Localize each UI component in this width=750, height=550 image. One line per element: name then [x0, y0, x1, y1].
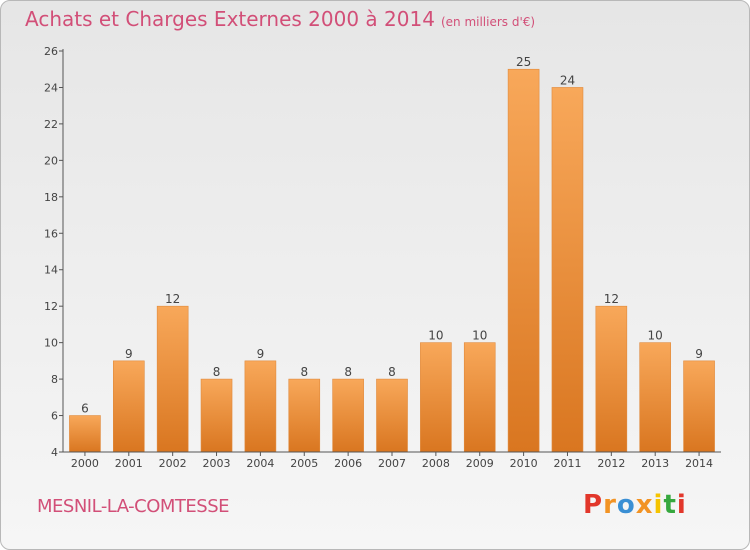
bar-value-label: 24 — [560, 73, 575, 87]
bars: 6 9 12 8 9 8 8 8 10 10 25 24 12 10 9 — [69, 55, 715, 453]
y-tick-label: 12 — [44, 300, 58, 313]
logo-letter: x — [635, 490, 654, 520]
x-tick-label: 2002 — [159, 457, 187, 470]
x-tick-label: 2012 — [597, 457, 625, 470]
chart-title: Achats et Charges Externes 2000 à 2014 (e… — [25, 7, 535, 31]
x-tick-label: 2000 — [71, 457, 99, 470]
logo-letter: r — [603, 490, 617, 520]
x-axis: 2000 2001 2002 2003 2004 2005 2006 2007 2008 2009… — [63, 451, 721, 470]
bar-value-label: 8 — [388, 365, 396, 379]
bar-2006 — [332, 378, 364, 453]
bar-value-label: 9 — [695, 347, 703, 361]
bar-value-label: 6 — [81, 402, 89, 416]
x-tick-label: 2007 — [378, 457, 406, 470]
x-tick-label: 2013 — [641, 457, 669, 470]
x-tick-label: 2008 — [422, 457, 450, 470]
logo-letter: t — [663, 490, 677, 520]
x-tick-label: 2009 — [466, 457, 494, 470]
bar-value-label: 8 — [344, 365, 352, 379]
y-tick-label: 18 — [44, 191, 58, 204]
bar-2014 — [683, 360, 715, 453]
bar-2007 — [376, 378, 408, 453]
x-tick-label: 2011 — [553, 457, 581, 470]
bar-2000 — [69, 415, 101, 453]
x-tick-label: 2003 — [203, 457, 231, 470]
chart-title-text: Achats et Charges Externes 2000 à 2014 — [25, 7, 435, 31]
x-tick-label: 2014 — [685, 457, 713, 470]
bar-2002 — [156, 305, 189, 453]
bar-2011 — [551, 87, 584, 453]
x-tick-label: 2004 — [246, 457, 274, 470]
bar-value-label: 8 — [213, 365, 221, 379]
logo-letter: o — [616, 490, 636, 520]
bar-2005 — [288, 378, 321, 453]
logo-letter: i — [676, 490, 687, 520]
bar-2004 — [244, 360, 277, 453]
chart-unit: (en milliers d'€) — [440, 15, 536, 29]
x-tick-label: 2010 — [510, 457, 538, 470]
y-tick-label: 4 — [51, 446, 58, 459]
bar-2013 — [639, 342, 672, 453]
y-tick-label: 24 — [44, 81, 58, 94]
bar-2009 — [463, 342, 496, 453]
x-tick-label: 2005 — [290, 457, 318, 470]
y-tick-label: 26 — [44, 45, 58, 58]
logo-letter: P — [583, 490, 604, 520]
bar-value-label: 9 — [125, 347, 133, 361]
y-axis: 4 6 8 10 12 14 16 18 20 22 24 26 — [44, 45, 64, 459]
y-tick-label: 6 — [51, 410, 58, 423]
bar-value-label: 10 — [472, 329, 487, 343]
bar-value-label: 10 — [428, 329, 443, 343]
y-tick-label: 20 — [44, 154, 58, 167]
bar-2008 — [420, 342, 452, 453]
bar-2010 — [507, 68, 540, 453]
bar-value-label: 9 — [257, 347, 265, 361]
bar-value-label: 12 — [604, 292, 619, 306]
y-tick-label: 8 — [51, 373, 58, 386]
commune-name: MESNIL-LA-COMTESSE — [37, 496, 230, 517]
y-tick-label: 22 — [44, 118, 58, 131]
bar-value-label: 10 — [648, 329, 663, 343]
bar-2001 — [113, 360, 145, 453]
bar-value-label: 25 — [516, 55, 531, 69]
bar-2012 — [595, 305, 628, 453]
logo-letter: i — [653, 490, 664, 520]
y-tick-label: 14 — [44, 264, 58, 277]
x-tick-label: 2006 — [334, 457, 362, 470]
y-tick-label: 10 — [44, 337, 58, 350]
x-tick-label: 2001 — [115, 457, 143, 470]
bar-2003 — [200, 378, 233, 453]
proxiti-logo: Proxiti — [583, 490, 687, 520]
bar-value-label: 8 — [300, 365, 308, 379]
bar-value-label: 12 — [165, 292, 180, 306]
y-tick-label: 16 — [44, 227, 58, 240]
